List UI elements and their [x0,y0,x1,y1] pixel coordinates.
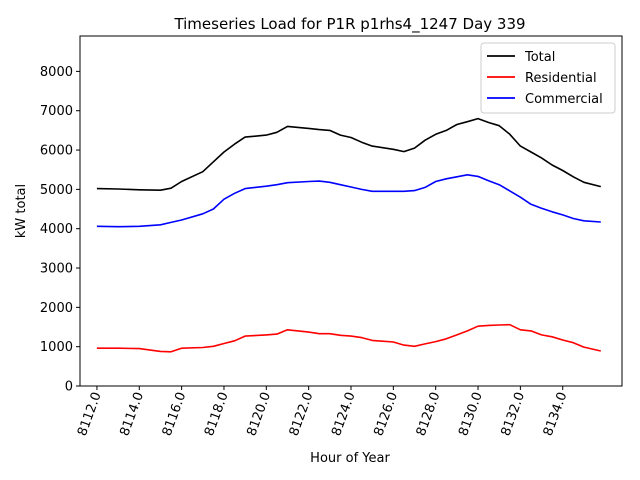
y-tick-label: 6000 [40,144,73,159]
series-line-total [96,117,601,191]
y-tick-label: 4000 [40,222,73,237]
plot-area [96,117,601,353]
y-tick-label: 2000 [40,301,73,316]
legend-box [480,42,616,114]
y-tick-label: 0 [65,380,73,395]
chart-title: Timeseries Load for P1R p1rhs4_1247 Day … [173,15,525,34]
legend-label-total: Total [524,50,555,65]
y-tick-label: 7000 [40,104,73,119]
legend: Total Residential Commercial [480,42,616,114]
series-line-residential [96,323,601,353]
y-axis-label: kW total [14,184,29,238]
y-tick-label: 3000 [40,262,73,277]
y-tick-label: 8000 [40,65,73,80]
y-tick-label: 5000 [40,183,73,198]
series-line-commercial [96,174,601,228]
x-axis-label: Hour of Year [310,451,390,466]
y-tick-label: 1000 [40,340,73,355]
legend-label-residential: Residential [525,71,597,86]
legend-label-commercial: Commercial [525,92,603,107]
